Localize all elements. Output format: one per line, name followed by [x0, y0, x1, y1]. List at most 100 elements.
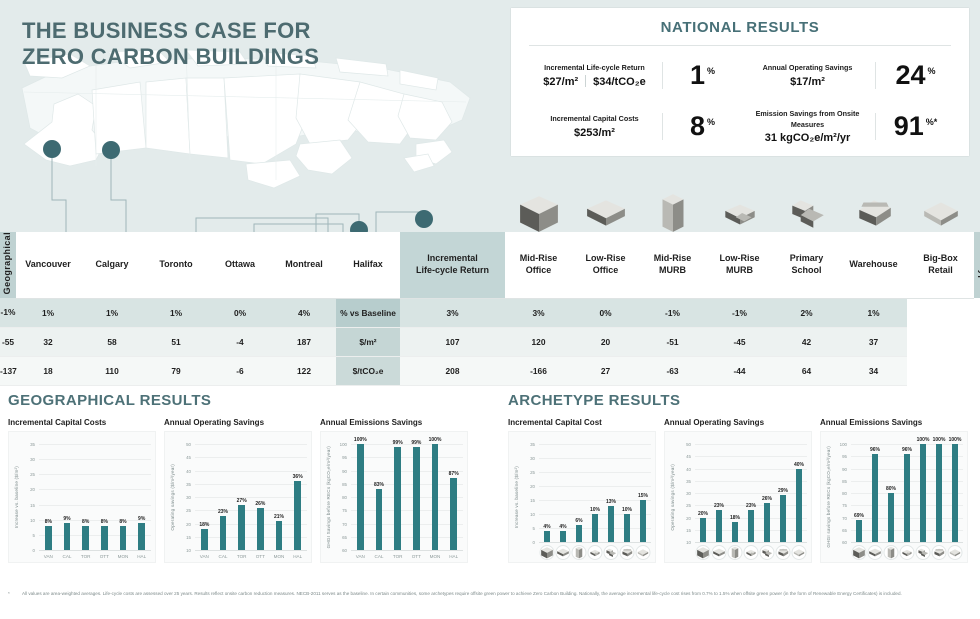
chart-bar-value: 69%	[853, 512, 865, 519]
archetype-charts-row: Incremental Capital Cost Increase vs. bas…	[500, 418, 980, 563]
chart-title: Incremental Capital Costs	[8, 418, 107, 427]
metric-value-a: $27/m²	[543, 76, 579, 89]
y-axis-label-text: Operating savings ($/m²/year)	[169, 463, 175, 531]
grid-line	[351, 523, 463, 525]
chart-arch-operating-savings: Annual Operating Savings Operating saving…	[664, 418, 812, 563]
cell-metric-label: $/tCO₂e	[336, 356, 400, 386]
chart-bar-value: 96%	[901, 446, 913, 453]
chart-bar-value: 80%	[885, 486, 897, 492]
low-rise-murb-icon	[899, 545, 915, 560]
table-header-mid-rise-murb: Mid-Rise MURB	[639, 232, 706, 299]
y-axis-tick: 15	[186, 534, 191, 540]
geographical-results-section: GEOGRAPHICAL RESULTS Incremental Capital…	[0, 392, 500, 563]
footnote-star: *	[8, 591, 10, 596]
cell-geo-toronto: 110	[80, 356, 144, 386]
grid-line	[351, 510, 463, 512]
chart-bar-value: 26%	[761, 495, 773, 502]
national-results-grid: Incremental Life-cycle Return $27/m² $34/…	[511, 46, 969, 152]
chart-bar-value: 20%	[697, 510, 709, 517]
table-row: -55 32 58 51 -4 187 $/m² 107 120 20 -51 -45 42 37	[0, 327, 980, 357]
y-axis-tick: 35	[30, 442, 35, 447]
chart-geo-emissions-savings: Annual Emissions Savings GHGI Savings bef…	[320, 418, 468, 563]
chart-bar-value: 23%	[217, 508, 229, 515]
chart-bar-value: 99%	[411, 439, 422, 446]
x-axis-line	[539, 542, 651, 543]
grid-line	[195, 444, 307, 445]
chart-bar	[138, 522, 145, 550]
low-rise-office-icon	[555, 545, 571, 560]
grid-line	[39, 519, 151, 521]
warehouse-icon	[775, 545, 791, 560]
grid-line	[695, 444, 807, 445]
chart-bar	[920, 444, 926, 542]
chart-bar-value: 8%	[119, 518, 127, 525]
chart-arch-emissions-savings: Annual Emissions Savings GHGI savings bef…	[820, 418, 968, 563]
chart-bar	[640, 500, 646, 542]
chart-title: Annual Operating Savings	[164, 418, 265, 427]
grid-line	[351, 483, 463, 485]
cell-arch-1: -166	[505, 356, 572, 386]
chart-y-axis-label: GHGI savings before RECs (kgCO₂e/m²/year…	[823, 432, 833, 562]
map-marker-calgary	[102, 141, 120, 159]
map-city-markers	[43, 140, 433, 232]
chart-bar-value: 10%	[621, 507, 633, 513]
chart-bar-value: 36%	[292, 474, 303, 481]
grid-line	[539, 500, 651, 501]
chart-y-axis-label: Increase vs. baseline ($/m²)	[511, 432, 521, 562]
metric-big-number: 91	[893, 111, 924, 141]
chart-plot-area: Increase vs. baseline ($/m²) 0 5 10 15 20 25 30…	[508, 431, 656, 563]
x-axis-line	[695, 542, 807, 543]
grid-line	[539, 444, 651, 445]
chart-bar	[904, 453, 910, 542]
mid-rise-murb-icon	[727, 545, 743, 560]
national-metric-emission-savings: Emission Savings from Onsite Measures 31…	[740, 101, 953, 152]
grid-line	[195, 470, 307, 472]
chart-bar	[101, 525, 108, 550]
metric-big-number: 1	[689, 60, 705, 90]
chart-bar-value: 40%	[793, 461, 805, 468]
metric-big-number: 8	[689, 111, 705, 141]
y-axis-tick: 40	[186, 468, 191, 474]
chart-bar-value: 99%	[392, 439, 403, 446]
mid-rise-office-icon	[695, 545, 711, 560]
chart-bar	[592, 514, 598, 542]
archetype-results-title: ARCHETYPE RESULTS	[508, 392, 681, 409]
big-box-retail-icon	[947, 545, 963, 560]
y-axis-tick: 80	[842, 491, 847, 496]
chart-bar-value: 100%	[932, 437, 946, 443]
y-axis-tick: 5	[532, 526, 535, 531]
chart-bar-value: 9%	[63, 515, 71, 522]
cell-geo-ottawa: 51	[144, 327, 208, 357]
cell-geo-montreal: 0%	[208, 298, 272, 328]
archetype-results-section: ARCHETYPE RESULTS Incremental Capital Co…	[500, 392, 980, 563]
chart-bar-value: 8%	[82, 518, 90, 525]
national-metric-operating-savings: Annual Operating Savings $17/m² 24%	[740, 50, 953, 101]
grid-line	[539, 472, 651, 473]
y-axis-tick: 70	[342, 521, 347, 527]
chart-bar	[413, 446, 420, 550]
cell-arch-2: 0%	[572, 298, 639, 328]
chart-bar-value: 6%	[575, 518, 583, 525]
chart-bar-value: 100%	[916, 437, 930, 443]
table-header-low-rise-office: Low-Rise Office	[572, 232, 639, 299]
y-axis-tick: 100	[339, 442, 347, 447]
chart-bar-value: 23%	[713, 503, 725, 510]
warehouse-icon	[841, 186, 908, 232]
header-band: THE BUSINESS CASE FOR ZERO CARBON BUILDI…	[0, 0, 980, 232]
chart-bar	[608, 505, 614, 542]
chart-bar	[624, 514, 630, 542]
value-separator	[585, 75, 587, 88]
footnote: * All values are area-weighted averages.…	[8, 590, 972, 599]
chart-bar-value: 100%	[353, 437, 367, 443]
y-axis-tick: 25	[530, 470, 535, 475]
y-axis-tick: 20	[30, 487, 35, 493]
grid-line	[39, 444, 151, 445]
grid-line	[351, 444, 463, 445]
national-metric-capital-costs: Incremental Capital Costs $253/m² 8%	[527, 101, 740, 152]
y-axis-tick: 35	[186, 481, 191, 487]
table-header-warehouse: Warehouse	[840, 232, 907, 299]
national-metric-lifecycle-return: Incremental Life-cycle Return $27/m² $34/…	[527, 50, 740, 101]
low-rise-murb-icon	[706, 186, 773, 232]
y-axis-label-text: GHGI Savings before RECs (kgCO₂e/m²/year…	[325, 445, 331, 549]
metric-value-a: $17/m²	[790, 75, 825, 88]
